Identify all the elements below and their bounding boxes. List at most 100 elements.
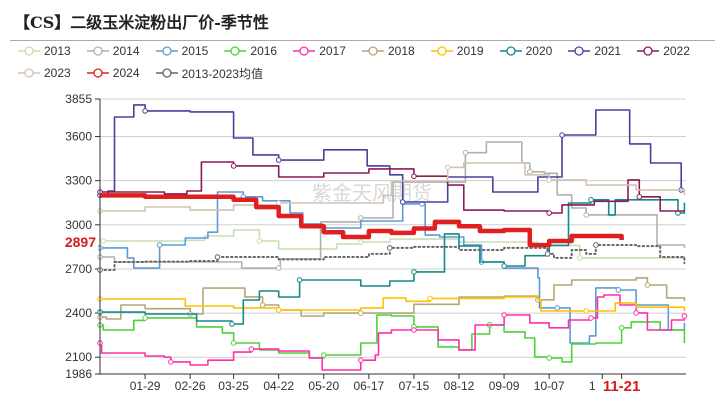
data-point xyxy=(230,163,237,169)
legend-label: 2018 xyxy=(388,44,415,58)
data-point xyxy=(444,164,451,171)
data-point xyxy=(275,265,282,271)
data-point xyxy=(576,255,583,261)
data-point xyxy=(644,282,651,288)
data-point xyxy=(275,307,282,313)
data-point xyxy=(229,321,235,327)
data-point xyxy=(527,169,533,175)
data-point xyxy=(275,157,282,163)
y-tick-label: 3300 xyxy=(65,174,92,188)
x-tick-label: 01-29 xyxy=(130,379,161,393)
data-point xyxy=(296,277,303,283)
data-point xyxy=(583,308,589,314)
legend-label: 2017 xyxy=(319,44,346,58)
data-point xyxy=(142,108,148,114)
series-line-2024 xyxy=(100,193,624,248)
legend-label: 2014 xyxy=(112,44,140,58)
legend-item[interactable]: 2020 xyxy=(499,44,553,58)
legend-item[interactable]: 2017 xyxy=(293,44,346,58)
data-point xyxy=(501,312,507,318)
legend-marker-icon xyxy=(637,46,660,56)
series-line-2021 xyxy=(100,104,682,203)
data-point xyxy=(501,263,507,269)
data-point xyxy=(583,212,589,218)
legend-marker-icon xyxy=(86,68,109,78)
legend-item[interactable]: 2016 xyxy=(224,44,277,58)
legend-label: 2020 xyxy=(525,44,553,58)
legend-marker-icon xyxy=(224,46,247,56)
legend-item[interactable]: 2015 xyxy=(155,44,209,58)
legend-label: 2016 xyxy=(250,44,278,58)
legend-item[interactable]: 2021 xyxy=(568,44,621,58)
data-point xyxy=(544,251,551,257)
data-point xyxy=(156,242,163,248)
data-point xyxy=(546,355,552,361)
legend-item[interactable]: 2022 xyxy=(637,44,690,58)
x-tick-label: 05-20 xyxy=(308,379,339,393)
x-tick-label: 07-15 xyxy=(399,379,430,393)
data-point xyxy=(411,327,417,333)
legend-label: 2019 xyxy=(456,44,484,58)
data-point xyxy=(320,352,327,358)
y-tick-label: 2100 xyxy=(65,350,92,364)
data-point xyxy=(546,210,552,216)
y-tick-label: 2400 xyxy=(65,306,92,320)
legend-label: 2022 xyxy=(663,44,690,58)
data-point xyxy=(256,238,263,244)
data-point xyxy=(681,313,688,319)
legend-label: 2023 xyxy=(44,66,71,80)
data-point xyxy=(358,215,364,221)
series-line-2020 xyxy=(100,199,686,325)
legend-marker-icon xyxy=(155,68,178,78)
legend-item[interactable]: 2013 xyxy=(18,44,71,58)
legend-marker-icon xyxy=(18,68,40,78)
data-point xyxy=(230,340,237,346)
legend-marker-icon xyxy=(155,46,178,56)
data-point xyxy=(248,346,255,352)
series-line-2018 xyxy=(100,277,686,320)
legend-item[interactable]: 2018 xyxy=(362,44,415,58)
data-point xyxy=(411,173,417,180)
x-tick-label: 11-21 xyxy=(603,378,641,395)
data-point xyxy=(214,254,221,260)
data-point xyxy=(588,315,594,321)
data-point xyxy=(546,177,552,183)
legend-marker-icon xyxy=(362,46,384,56)
y-tick-label: 3600 xyxy=(65,130,92,144)
legend-marker-icon xyxy=(499,46,522,56)
series-line-2016 xyxy=(100,314,686,363)
data-point xyxy=(588,196,594,203)
legend-item[interactable]: 2023 xyxy=(18,66,71,80)
series-line-2023 xyxy=(100,162,686,212)
y-tick-label: 3855 xyxy=(65,92,92,106)
data-point xyxy=(462,149,469,156)
data-point xyxy=(358,357,364,363)
data-point xyxy=(275,200,282,206)
legend-item[interactable]: 2019 xyxy=(430,44,484,58)
legend-marker-icon xyxy=(568,46,591,56)
data-point xyxy=(411,269,417,275)
y-tick-label: 2700 xyxy=(65,262,92,276)
data-point xyxy=(618,324,625,331)
data-point xyxy=(358,239,364,245)
data-point xyxy=(168,359,174,365)
legend-marker-icon xyxy=(18,46,40,56)
legend-label: 2013 xyxy=(44,44,71,58)
data-point xyxy=(142,315,148,321)
legend-label: 2015 xyxy=(181,44,209,58)
data-point xyxy=(427,295,433,302)
legend-label: 2013-2023均值 xyxy=(181,66,263,81)
legend-label: 2024 xyxy=(112,66,140,80)
x-tick-label: 06-17 xyxy=(354,379,385,393)
x-tick-label: 10-07 xyxy=(534,379,565,393)
x-tick-label: 08-12 xyxy=(444,379,475,393)
data-point xyxy=(386,245,393,251)
last-value-badge xyxy=(52,232,98,250)
legend-item[interactable]: 2014 xyxy=(86,44,140,58)
legend-item[interactable]: 2024 xyxy=(86,66,140,80)
data-point xyxy=(559,132,565,138)
y-tick-label: 1986 xyxy=(65,367,92,381)
legend-item[interactable]: 2013-2023均值 xyxy=(155,66,263,81)
title-divider xyxy=(10,40,715,41)
